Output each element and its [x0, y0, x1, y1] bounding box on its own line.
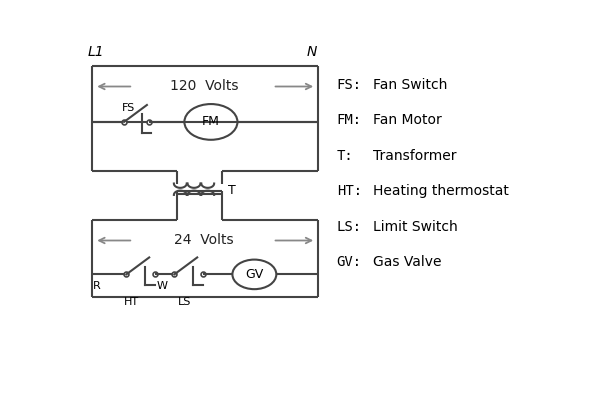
Text: LS:: LS: [337, 220, 362, 234]
Text: HT:: HT: [337, 184, 362, 198]
Text: Gas Valve: Gas Valve [373, 255, 442, 269]
Text: Heating thermostat: Heating thermostat [373, 184, 509, 198]
Text: Limit Switch: Limit Switch [373, 220, 458, 234]
Text: R: R [93, 281, 101, 291]
Text: Fan Switch: Fan Switch [373, 78, 448, 92]
Text: T:: T: [337, 149, 353, 163]
Text: LS: LS [178, 298, 191, 308]
Text: 24  Volts: 24 Volts [174, 234, 234, 248]
Text: HT: HT [124, 298, 139, 308]
Text: 120  Volts: 120 Volts [170, 80, 238, 94]
Text: W: W [157, 281, 168, 291]
Text: L1: L1 [87, 45, 104, 59]
Text: N: N [306, 45, 317, 59]
Text: FM: FM [202, 116, 220, 128]
Text: T: T [228, 184, 235, 197]
Text: FS: FS [122, 103, 135, 113]
Text: Fan Motor: Fan Motor [373, 113, 442, 127]
Text: GV:: GV: [337, 255, 362, 269]
Text: FM:: FM: [337, 113, 362, 127]
Text: FS:: FS: [337, 78, 362, 92]
Text: Transformer: Transformer [373, 149, 457, 163]
Text: GV: GV [245, 268, 264, 281]
